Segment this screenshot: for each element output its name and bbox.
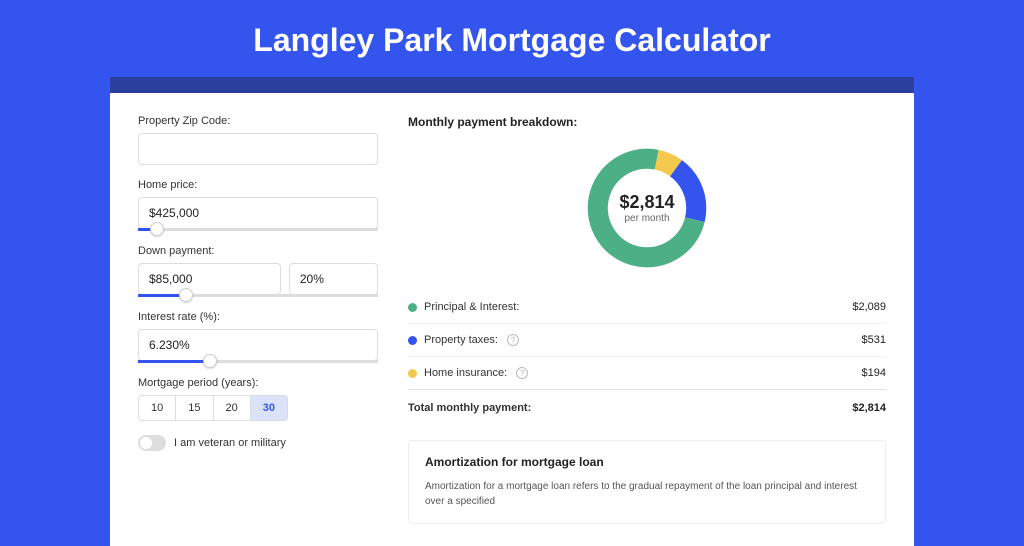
period-btn-10[interactable]: 10 (138, 395, 176, 421)
legend-row: Principal & Interest: $2,089 (408, 291, 886, 323)
home-price-block: Home price: (138, 179, 378, 231)
home-price-slider-thumb[interactable] (150, 222, 164, 236)
down-payment-slider-thumb[interactable] (179, 288, 193, 302)
interest-slider-thumb[interactable] (203, 354, 217, 368)
legend-dot (408, 303, 417, 312)
amortization-title: Amortization for mortgage loan (425, 455, 869, 469)
period-btn-15[interactable]: 15 (176, 395, 213, 421)
legend-value: $194 (862, 367, 886, 379)
legend-value: $2,089 (852, 301, 886, 313)
down-payment-input[interactable] (138, 263, 281, 295)
total-label: Total monthly payment: (408, 402, 531, 414)
amortization-body: Amortization for a mortgage loan refers … (425, 479, 869, 509)
total-row: Total monthly payment: $2,814 (408, 389, 886, 424)
legend-label: Home insurance: (424, 367, 507, 379)
legend-dot (408, 336, 417, 345)
home-price-slider[interactable] (138, 228, 378, 231)
donut-center-label: per month (619, 213, 674, 224)
total-value: $2,814 (852, 402, 886, 414)
down-payment-label: Down payment: (138, 245, 378, 257)
legend-dot (408, 369, 417, 378)
zip-label: Property Zip Code: (138, 115, 378, 127)
legend-row: Property taxes:? $531 (408, 323, 886, 356)
breakdown-column: Monthly payment breakdown: $2,814 per mo… (408, 115, 886, 524)
calculator-outer: Property Zip Code: Home price: Down paym… (110, 77, 914, 546)
legend-value: $531 (862, 334, 886, 346)
down-payment-pct-input[interactable] (289, 263, 378, 295)
home-price-label: Home price: (138, 179, 378, 191)
period-label: Mortgage period (years): (138, 377, 378, 389)
donut-center-value: $2,814 (619, 192, 674, 213)
period-btn-30[interactable]: 30 (251, 395, 288, 421)
amortization-card: Amortization for mortgage loan Amortizat… (408, 440, 886, 524)
down-payment-slider[interactable] (138, 294, 378, 297)
interest-slider[interactable] (138, 360, 378, 363)
home-price-input[interactable] (138, 197, 378, 229)
calculator-card: Property Zip Code: Home price: Down paym… (110, 93, 914, 546)
info-icon[interactable]: ? (507, 334, 519, 346)
period-row: 10152030 (138, 395, 378, 421)
veteran-label: I am veteran or military (174, 437, 286, 449)
info-icon[interactable]: ? (516, 367, 528, 379)
interest-label: Interest rate (%): (138, 311, 378, 323)
breakdown-title: Monthly payment breakdown: (408, 115, 886, 129)
donut-center: $2,814 per month (619, 192, 674, 224)
zip-field-block: Property Zip Code: (138, 115, 378, 165)
donut-wrap: $2,814 per month (408, 143, 886, 273)
page-title: Langley Park Mortgage Calculator (0, 0, 1024, 77)
period-btn-20[interactable]: 20 (214, 395, 251, 421)
legend-row: Home insurance:? $194 (408, 356, 886, 389)
interest-block: Interest rate (%): (138, 311, 378, 363)
period-block: Mortgage period (years): 10152030 (138, 377, 378, 421)
zip-input[interactable] (138, 133, 378, 165)
interest-input[interactable] (138, 329, 378, 361)
legend: Principal & Interest: $2,089 Property taxe… (408, 291, 886, 389)
legend-label: Property taxes: (424, 334, 498, 346)
legend-label: Principal & Interest: (424, 301, 519, 313)
veteran-row: I am veteran or military (138, 435, 378, 451)
veteran-toggle[interactable] (138, 435, 166, 451)
down-payment-block: Down payment: (138, 245, 378, 297)
form-column: Property Zip Code: Home price: Down paym… (138, 115, 378, 524)
